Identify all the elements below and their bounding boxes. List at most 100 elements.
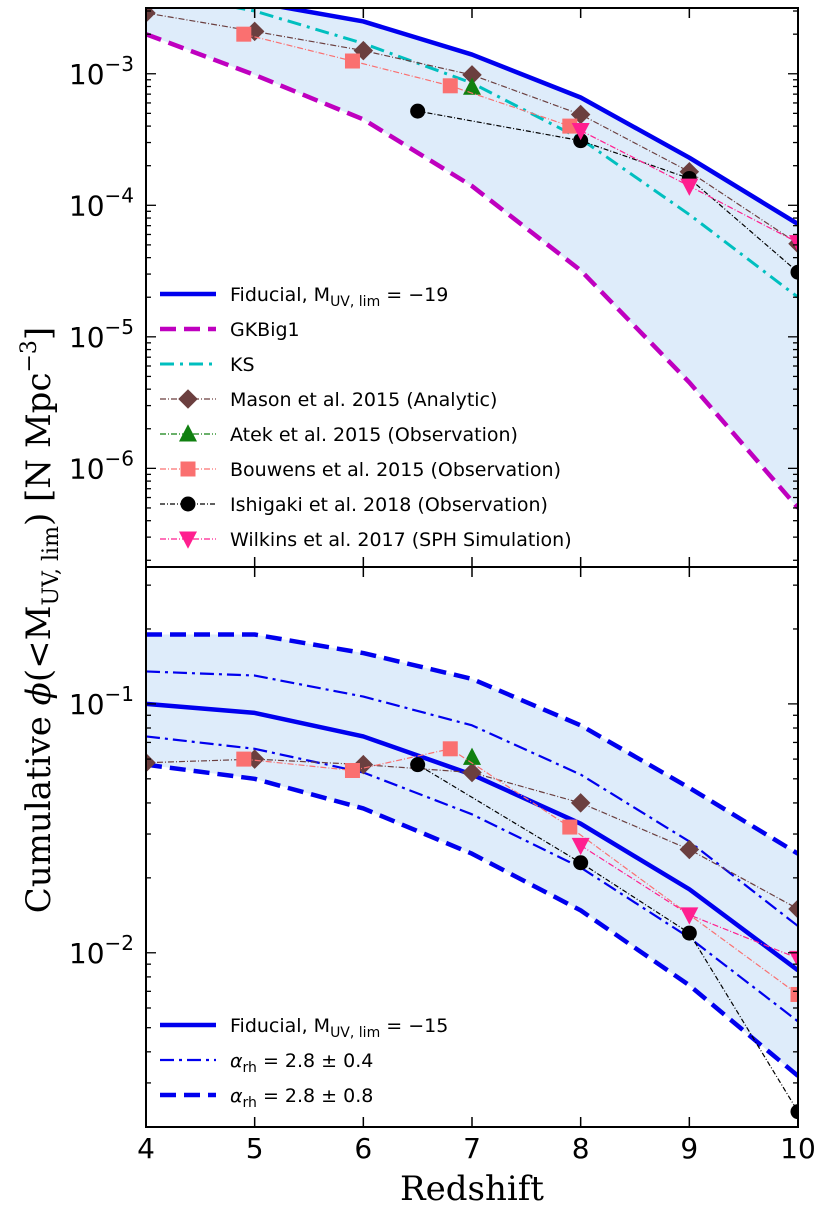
bottom-series-9-point-1: [680, 907, 699, 925]
bottom-series-7-point-2: [442, 741, 458, 757]
bottom-ytick-label-0-base: 10: [69, 688, 105, 721]
bottom-series-9-line: [580, 844, 798, 959]
y-label-sup: −3: [17, 340, 42, 372]
bottom-plot-area: [146, 632, 798, 1120]
bottom-series-8-point-0: [410, 757, 426, 773]
bottom-legend-name-0: Fiducial,: [230, 1015, 314, 1037]
top-plot-area: [146, 8, 798, 510]
top-series-3-point-0: [146, 8, 156, 23]
top-legend-math-0: M: [314, 284, 330, 306]
top-legend-text-1: GKBig1: [230, 319, 300, 341]
top-series-5-line: [243, 33, 570, 127]
bottom-series-7-point-0: [236, 751, 252, 767]
top-ytick-label-2-exp: −5: [105, 315, 134, 339]
bottom-series-5-point-3: [462, 762, 482, 783]
top-series-5-point-0: [236, 26, 252, 42]
bottom-series-6-point-0: [463, 747, 481, 765]
x-tick-label-9: 9: [680, 1132, 698, 1165]
x-tick-label-5: 5: [246, 1132, 264, 1165]
bottom-ytick-label-0-exp: −1: [105, 682, 134, 706]
y-label-close: ) [N Mpc: [19, 373, 59, 527]
bottom-band-fill: [146, 634, 798, 1076]
top-legend-name-0: Fiducial,: [230, 284, 314, 306]
top-legend-name-7: Wilkins et al. 2017 (SPH Simulation): [230, 529, 572, 551]
y-label-prefix: Cumulative: [19, 705, 59, 913]
top-ytick-label-3-base: 10: [69, 452, 105, 485]
x-tick-label-8: 8: [572, 1132, 590, 1165]
top-legend-name-5: Bouwens et al. 2015 (Observation): [230, 459, 561, 481]
top-ytick-label-0-exp: −3: [105, 52, 134, 76]
top-legend-name-1: GKBig1: [230, 319, 300, 341]
top-legend-marker-4: [179, 424, 197, 442]
bottom-series-5-point-4: [570, 793, 591, 813]
top-legend-text-5: Bouwens et al. 2015 (Observation): [230, 459, 561, 481]
top-series-6-point-3: [790, 264, 798, 280]
bottom-ytick-label-0: 10−1: [69, 682, 134, 721]
bottom-legend-sub-2: rh: [243, 1095, 257, 1111]
bottom-series-7-point-3: [562, 819, 578, 835]
y-label-sub: UV, lim: [39, 526, 64, 606]
top-ytick-label-0: 10−3: [69, 52, 134, 91]
bottom-legend-sub-1: rh: [243, 1060, 257, 1076]
top-series-6-point-1: [573, 133, 589, 149]
bottom-series-8-point-1: [573, 855, 589, 871]
top-ytick-label-3: 10−6: [69, 446, 134, 485]
bottom-ytick-label-1-exp: −2: [105, 931, 134, 955]
bottom-series-8-point-2: [681, 925, 697, 941]
bottom-legend-tail-1: = 2.8 ± 0.4: [257, 1050, 373, 1072]
top-legend-text-6: Ishigaki et al. 2018 (Observation): [230, 494, 548, 516]
top-series-1-line: [146, 32, 798, 510]
top-legend-text-2: KS: [230, 354, 255, 376]
top-series-6-line: [417, 110, 798, 273]
x-tick-label-10: 10: [780, 1132, 816, 1165]
bottom-series-7-point-4: [790, 986, 798, 1002]
bottom-legend-text-1: αrh = 2.8 ± 0.4: [230, 1050, 373, 1076]
bottom-series-5-point-5: [679, 839, 700, 860]
top-legend-name-2: KS: [230, 354, 255, 376]
x-tick-label-4: 4: [137, 1132, 155, 1165]
top-series-4-point-0: [463, 77, 481, 95]
bottom-legend-name-2: α: [230, 1085, 243, 1107]
top-legend-name-4: Atek et al. 2015 (Observation): [230, 424, 518, 446]
bottom-legend-tail-2: = 2.8 ± 0.8: [257, 1085, 373, 1107]
bottom-series-8-line: [417, 764, 798, 1112]
bottom-legend-name-1: α: [230, 1050, 243, 1072]
bottom-series-7-point-1: [344, 762, 360, 778]
x-tick-label-7: 7: [463, 1132, 481, 1165]
top-legend-marker-7: [179, 531, 197, 549]
bottom-legend-math-0: M: [314, 1015, 330, 1037]
top-ytick-label-1-base: 10: [69, 189, 105, 222]
top-legend-tail-0: = −19: [380, 284, 448, 306]
bottom-series-2-line: [146, 632, 798, 856]
top-legend-marker-3: [178, 389, 198, 409]
bottom-legend-text-2: αrh = 2.8 ± 0.8: [230, 1085, 373, 1111]
bottom-legend-tail-0: = −15: [380, 1015, 448, 1037]
top-series-3-point-3: [462, 65, 482, 85]
top-legend-sub-0: UV, lim: [330, 294, 380, 310]
top-ytick-label-3-exp: −6: [105, 446, 134, 470]
bottom-series-5-point-6: [788, 899, 798, 919]
bottom-ytick-label-1-base: 10: [69, 937, 105, 970]
bottom-series-9-point-0: [571, 837, 590, 856]
top-series-5-point-1: [344, 53, 360, 69]
top-series-7-point-1: [680, 178, 699, 196]
top-ytick-label-2: 10−5: [69, 315, 134, 354]
bottom-legend-sub-0: UV, lim: [330, 1025, 380, 1041]
y-label-open: (<M: [19, 606, 59, 683]
top-ytick-label-0-base: 10: [69, 58, 105, 91]
top-series-7-point-2: [789, 235, 798, 253]
top-series-5-point-2: [442, 78, 458, 94]
bottom-series-8-point-3: [790, 1104, 798, 1120]
y-label-end: ]: [19, 327, 59, 340]
top-legend-marker-6: [180, 496, 196, 512]
top-series-6-point-0: [410, 103, 426, 119]
top-series-0-line: [274, 8, 798, 226]
top-ytick-label-1-exp: −4: [105, 183, 134, 207]
top-series-7-point-0: [571, 123, 590, 141]
x-axis-label: Redshift: [400, 1169, 544, 1209]
bottom-legend-text-0: Fiducial, MUV, lim = −15: [230, 1015, 448, 1041]
top-band-fill: [146, 8, 798, 508]
